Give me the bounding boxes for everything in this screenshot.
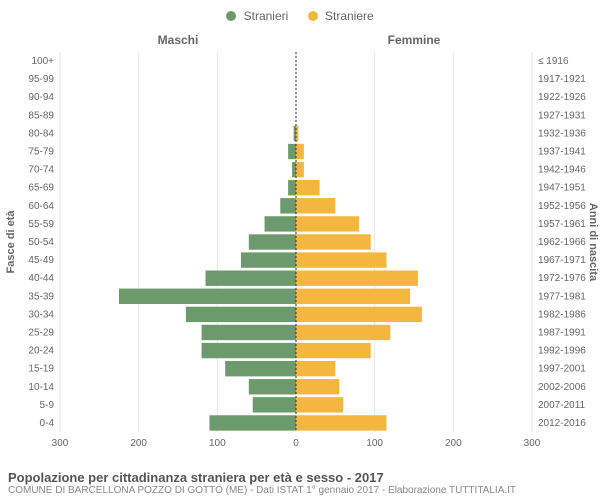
bar-female [296,234,371,249]
birth-label: 1947-1951 [538,183,586,194]
legend: Stranieri Straniere [0,8,600,23]
birth-label: 1977-1981 [538,291,586,302]
age-label: 10-14 [28,382,54,393]
bar-male [280,198,296,213]
birth-label: 1992-1996 [538,346,586,357]
bar-male [186,307,296,322]
bar-male [225,361,296,376]
birth-label: 1967-1971 [538,255,586,266]
legend-item-female: Straniere [308,8,374,23]
age-label: 95-99 [28,74,54,85]
bar-female [296,307,422,322]
birth-label: 1962-1966 [538,237,586,248]
bar-female [296,144,304,159]
bar-female [296,271,418,286]
bar-male [249,234,296,249]
bar-female [296,325,390,340]
age-label: 75-79 [28,147,54,158]
age-label: 30-34 [28,309,54,320]
legend-swatch-male [226,11,236,21]
bar-male [202,343,296,358]
bar-female [296,343,371,358]
bar-male [253,397,296,412]
legend-label-female: Straniere [325,9,374,23]
age-label: 90-94 [28,92,54,103]
bar-male [288,180,296,195]
y-axis-title-left: Fasce di età [5,210,17,274]
bar-male [249,379,296,394]
age-label: 55-59 [28,219,54,230]
birth-label: 1957-1961 [538,219,586,230]
legend-swatch-female [308,11,318,21]
bar-female [296,289,410,304]
age-label: 70-74 [28,165,54,176]
bar-male [265,216,296,231]
age-label: 85-89 [28,110,54,121]
age-label: 100+ [31,56,54,67]
age-label: 0-4 [40,418,55,429]
birth-label: 1987-1991 [538,327,586,338]
age-label: 35-39 [28,291,54,302]
x-tick-left: 0 [293,438,299,449]
birth-label: 1972-1976 [538,273,586,284]
birth-label: ≤ 1916 [538,56,569,67]
x-tick-right: 200 [445,438,462,449]
bar-female [296,361,335,376]
age-label: 45-49 [28,255,54,266]
chart-area: 0 100 100 200 200 300 300 Maschi Femmine 0-4 2012-… [0,28,600,460]
birth-label: 2002-2006 [538,382,586,393]
age-label: 80-84 [28,128,54,139]
age-label: 25-29 [28,327,54,338]
birth-label: 1982-1986 [538,309,586,320]
age-label: 40-44 [28,273,54,284]
x-tick-left: 300 [52,438,69,449]
bar-female [296,379,339,394]
birth-label: 1942-1946 [538,165,586,176]
bar-female [296,198,335,213]
x-tick-left: 200 [130,438,147,449]
bar-male [119,289,296,304]
age-label: 60-64 [28,201,54,212]
birth-label: 1917-1921 [538,74,586,85]
chart-container: Stranieri Straniere 0 100 100 200 200 300 300 M… [0,0,600,500]
x-tick-right: 100 [366,438,383,449]
x-tick-right: 300 [524,438,541,449]
bar-male [292,162,296,177]
bar-male [288,144,296,159]
legend-item-male: Stranieri [226,8,288,23]
legend-label-male: Stranieri [244,9,289,23]
footer: Popolazione per cittadinanza straniera p… [8,470,592,496]
chart-title: Popolazione per cittadinanza straniera p… [8,470,592,485]
bar-male [202,325,296,340]
y-axis-title-right: Anni di nascita [587,203,599,282]
age-label: 65-69 [28,183,54,194]
birth-label: 1952-1956 [538,201,586,212]
bar-male [209,415,296,430]
bar-female [296,252,386,267]
bar-female [296,397,343,412]
birth-label: 1932-1936 [538,128,586,139]
age-label: 15-19 [28,364,54,375]
birth-label: 1937-1941 [538,147,586,158]
bar-female [296,180,320,195]
birth-label: 2007-2011 [538,400,586,411]
bar-female [296,415,386,430]
birth-label: 1922-1926 [538,92,586,103]
column-title-left: Maschi [158,33,199,47]
bar-female [296,162,304,177]
birth-label: 1927-1931 [538,110,586,121]
birth-label: 2012-2016 [538,418,586,429]
bar-female [296,216,359,231]
chart-subtitle: COMUNE DI BARCELLONA POZZO DI GOTTO (ME)… [8,485,592,496]
birth-label: 1997-2001 [538,364,586,375]
age-label: 50-54 [28,237,54,248]
bar-male [241,252,296,267]
age-label: 5-9 [40,400,55,411]
column-title-right: Femmine [388,33,441,47]
bar-male [206,271,296,286]
age-label: 20-24 [28,346,54,357]
x-tick-left: 100 [209,438,226,449]
